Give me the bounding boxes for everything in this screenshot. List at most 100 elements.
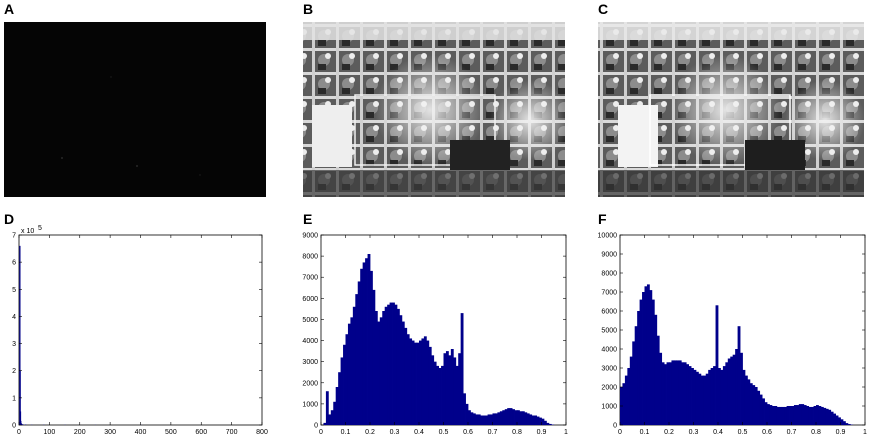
y-tick-label: 2000 [601,385,617,392]
histogram-bar [806,406,810,425]
histogram-e: 0 0.1 0.2 0.3 0.4 0.5 0.6 0.7 0.8 0.9 1 0 1000 2000 30… [302,233,568,437]
histogram-bar [705,373,709,425]
histogram-bar [637,311,640,425]
histogram-bar [409,338,413,425]
histogram-bar [730,356,734,425]
y-tick-label: 0 [613,423,617,430]
histogram-bar [830,411,834,425]
histogram-bar [752,385,756,425]
histogram-bar [529,414,533,425]
y-tick-label: 7000 [302,275,318,282]
histogram-bar [335,387,339,425]
x-tick-label: 0.4 [713,429,723,436]
y-tick-label: 9000 [601,252,617,259]
y-tick-label: 2 [12,368,16,375]
histogram-bar [546,422,550,425]
histogram-bar [406,334,410,425]
histogram-bar [671,360,675,425]
histogram-bar [411,340,415,425]
histogram-bar [477,414,481,425]
histogram-bar [718,368,721,425]
histogram-bar [786,406,790,425]
x-tick-label: 500 [165,429,177,436]
histogram-bar [646,284,650,425]
histogram-bar [634,326,638,425]
histogram-bar [703,375,707,425]
histogram-bar [399,315,403,425]
histogram-bar [838,417,841,425]
histogram-bar [624,375,628,425]
x-tick-label: 0 [319,429,323,436]
y-tick-label: 6 [12,260,16,267]
histogram-bar [357,281,361,425]
histogram-bar [536,416,540,425]
histogram-bar [771,406,775,425]
histogram-bar [347,323,351,425]
histogram-bar [468,410,471,425]
plot-area [18,234,263,426]
histogram-bar [700,375,704,425]
histogram-bar [710,368,714,425]
histogram-bar [419,340,422,425]
histogram-bar [656,335,660,425]
histogram-bar [20,423,23,425]
histogram-bar [722,366,726,425]
y-tick-label: 5000 [601,328,617,335]
x-tick-label: 0.5 [439,429,449,436]
x-tick-label: 200 [74,429,86,436]
histogram-bar [823,407,827,425]
x-tick-label: 0 [17,429,21,436]
y-tick-label: 4000 [302,338,318,345]
histogram-bar [693,369,697,425]
histogram-bar [669,362,672,425]
y-tick-label: 10000 [598,233,618,240]
histogram-bar [450,349,454,425]
y-tick-label: 8000 [601,271,617,278]
x-tick-label: 600 [195,429,207,436]
histogram-bar [352,306,356,425]
x-tick-label: 1 [564,429,568,436]
histogram-bar [487,414,491,425]
histogram-bar [531,415,535,425]
histogram-bar [808,406,812,425]
histogram-bar [681,362,685,425]
histogram-bar [539,417,542,425]
histogram-bar [517,410,520,425]
histogram-bar [499,411,503,425]
x-tick-label: 0.2 [664,429,674,436]
x-tick-label: 0.3 [689,429,699,436]
y-tick-label: 0 [314,423,318,430]
histogram-bar [811,406,814,425]
x-tick-label: 0.8 [512,429,522,436]
x-tick-label: 0.3 [390,429,400,436]
histogram-bar [793,405,797,425]
histogram-bar [379,317,383,425]
y-tick-label: 4000 [601,347,617,354]
x-tick-label: 0.7 [787,429,797,436]
histogram-bar [526,413,530,425]
x-tick-label: 0.2 [365,429,375,436]
histogram-bar [514,410,518,425]
histogram-bar [735,349,738,425]
y-tick-label: 8000 [302,254,318,261]
x-tick-label: 100 [44,429,56,436]
histogram-f: 0 0.1 0.2 0.3 0.4 0.5 0.6 0.7 0.8 0.9 1 0 1000 2000 30… [598,233,868,437]
x-tick-label: 0.6 [762,429,772,436]
histogram-bar [649,290,653,425]
histogram-bar [747,379,751,425]
x-tick-label: 0.4 [414,429,424,436]
x-tick-label: 0 [618,429,622,436]
histogram-bar [392,302,395,425]
histogram-bar [847,424,851,425]
panel-label-b: B [303,1,313,17]
histogram-bar [494,413,498,425]
x-tick-label: 800 [256,429,268,436]
histogram-bar [742,369,746,425]
histogram-bar [340,357,344,425]
histogram-bar [330,410,334,425]
histogram-bar [698,373,702,425]
histogram-bar [492,413,496,425]
histogram-bar [767,404,770,425]
histogram-bar [475,414,479,425]
